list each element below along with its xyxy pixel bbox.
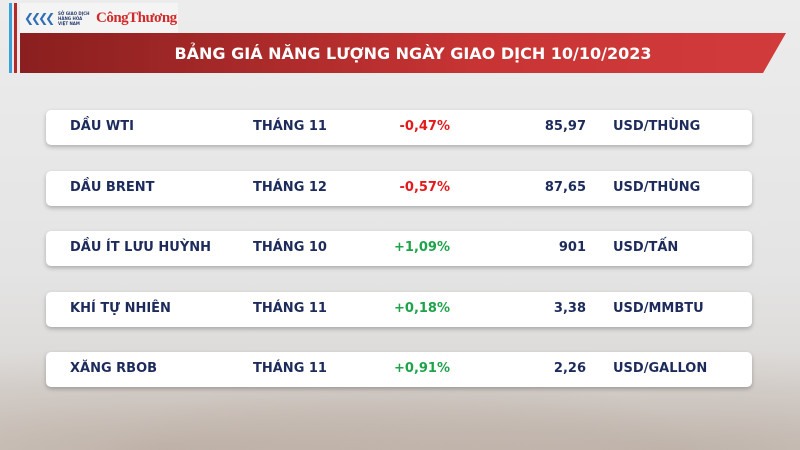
contract-month: THÁNG 10 xyxy=(253,240,327,255)
unit: USD/TẤN xyxy=(613,240,679,255)
table-row: DẦU WTI THÁNG 11 -0,47% 85,97 USD/THÙNG xyxy=(46,110,752,145)
price: 901 xyxy=(558,240,586,255)
exchange-logo-text: SỞ GIAO DỊCH HÀNG HÓA VIỆT NAM xyxy=(58,10,90,26)
unit: USD/THÙNG xyxy=(613,119,701,134)
contract-month: THÁNG 11 xyxy=(253,119,327,134)
table-row: DẦU BRENT THÁNG 12 -0,57% 87,65 USD/THÙN… xyxy=(46,171,752,206)
price: 2,26 xyxy=(553,361,586,376)
price: 87,65 xyxy=(544,180,586,195)
accent-bar-blue xyxy=(9,3,12,73)
table-row: XĂNG RBOB THÁNG 11 +0,91% 2,26 USD/GALLO… xyxy=(46,352,752,387)
price-change: -0,57% xyxy=(399,180,451,195)
contract-month: THÁNG 11 xyxy=(253,301,327,316)
background-image xyxy=(0,330,800,450)
accent-bar-red xyxy=(14,3,17,73)
price: 3,38 xyxy=(553,301,586,316)
commodity-name: DẦU WTI xyxy=(70,119,134,134)
unit: USD/MMBTU xyxy=(613,301,704,316)
unit: USD/GALLON xyxy=(613,361,708,376)
unit: USD/THÙNG xyxy=(613,180,701,195)
table-row: KHÍ TỰ NHIÊN THÁNG 11 +0,18% 3,38 USD/MM… xyxy=(46,292,752,327)
price-change: +0,18% xyxy=(394,301,450,316)
commodity-name: KHÍ TỰ NHIÊN xyxy=(70,301,171,316)
commodity-name: DẦU ÍT LƯU HUỲNH xyxy=(70,240,212,255)
contract-month: THÁNG 12 xyxy=(253,180,327,195)
exchange-logo-icon: ❮❮❮❮ xyxy=(24,11,55,25)
contract-month: THÁNG 11 xyxy=(253,361,327,376)
commodity-name: DẦU BRENT xyxy=(70,180,155,195)
price-change: -0,47% xyxy=(399,119,451,134)
table-row: DẦU ÍT LƯU HUỲNH THÁNG 10 +1,09% 901 USD… xyxy=(46,231,752,266)
price-change: +1,09% xyxy=(394,240,450,255)
commodity-name: XĂNG RBOB xyxy=(70,361,158,376)
logo-area: ❮❮❮❮ SỞ GIAO DỊCH HÀNG HÓA VIỆT NAM Công… xyxy=(20,3,178,33)
brand-logo: CôngThương xyxy=(96,9,177,26)
price-change: +0,91% xyxy=(394,361,450,376)
title-banner: BẢNG GIÁ NĂNG LƯỢNG NGÀY GIAO DỊCH 10/10… xyxy=(20,33,786,73)
page-title: BẢNG GIÁ NĂNG LƯỢNG NGÀY GIAO DỊCH 10/10… xyxy=(174,43,652,63)
price: 85,97 xyxy=(544,119,586,134)
